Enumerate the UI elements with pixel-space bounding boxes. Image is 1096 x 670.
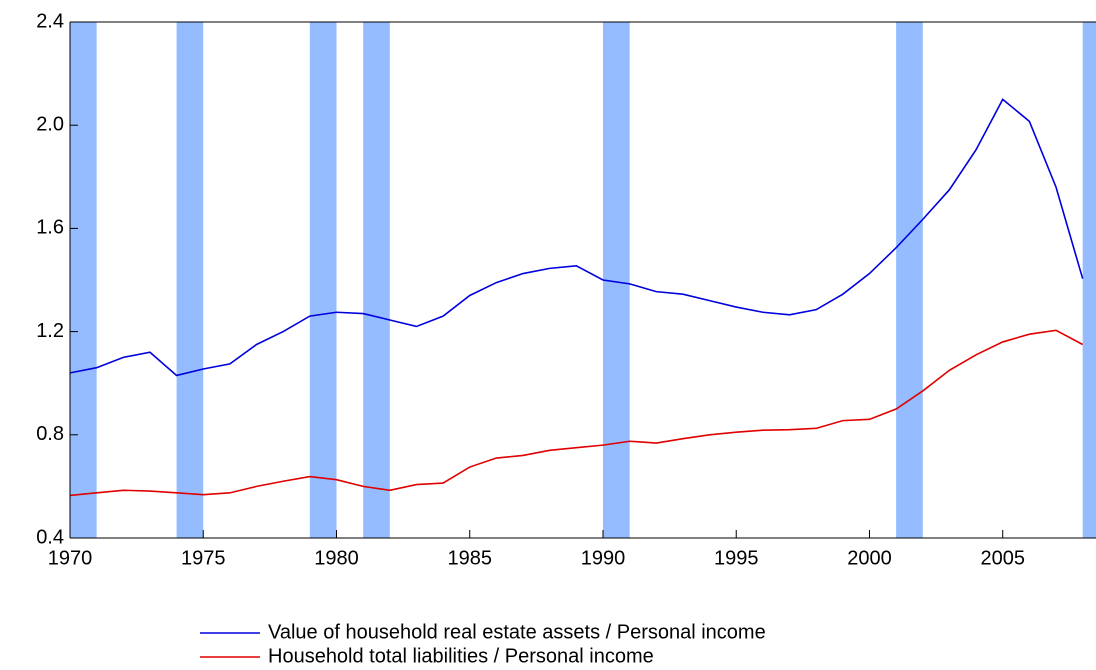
recession-band: [309, 22, 337, 538]
y-tick-label: 1.2: [36, 320, 64, 342]
recession-band: [176, 22, 204, 538]
series-line: [70, 98, 1084, 377]
x-tick-label: 2005: [980, 547, 1025, 569]
y-tick-label: 0.4: [36, 526, 64, 548]
x-tick-label: 2000: [847, 547, 892, 569]
recession-band: [896, 22, 923, 538]
series-line: [70, 329, 1084, 497]
y-tick-label: 0.8: [36, 423, 64, 445]
recession-band: [363, 22, 390, 538]
recession-band: [70, 22, 97, 538]
x-tick-label: 1970: [48, 547, 93, 569]
legend-label: Household total liabilities / Personal i…: [268, 645, 654, 667]
x-tick-label: 1985: [447, 547, 492, 569]
x-tick-label: 1995: [714, 547, 759, 569]
shading-layer: [70, 22, 1096, 538]
recession-band: [1082, 22, 1096, 538]
y-tick-label: 2.0: [36, 113, 64, 135]
y-tick-label: 1.6: [36, 217, 64, 239]
x-tick-label: 1990: [581, 547, 626, 569]
x-tick-label: 1975: [181, 547, 226, 569]
lines-layer: [70, 98, 1084, 497]
x-tick-label: 1980: [314, 547, 359, 569]
y-tick-label: 2.4: [36, 10, 64, 32]
legend-label: Value of household real estate assets / …: [268, 621, 766, 643]
